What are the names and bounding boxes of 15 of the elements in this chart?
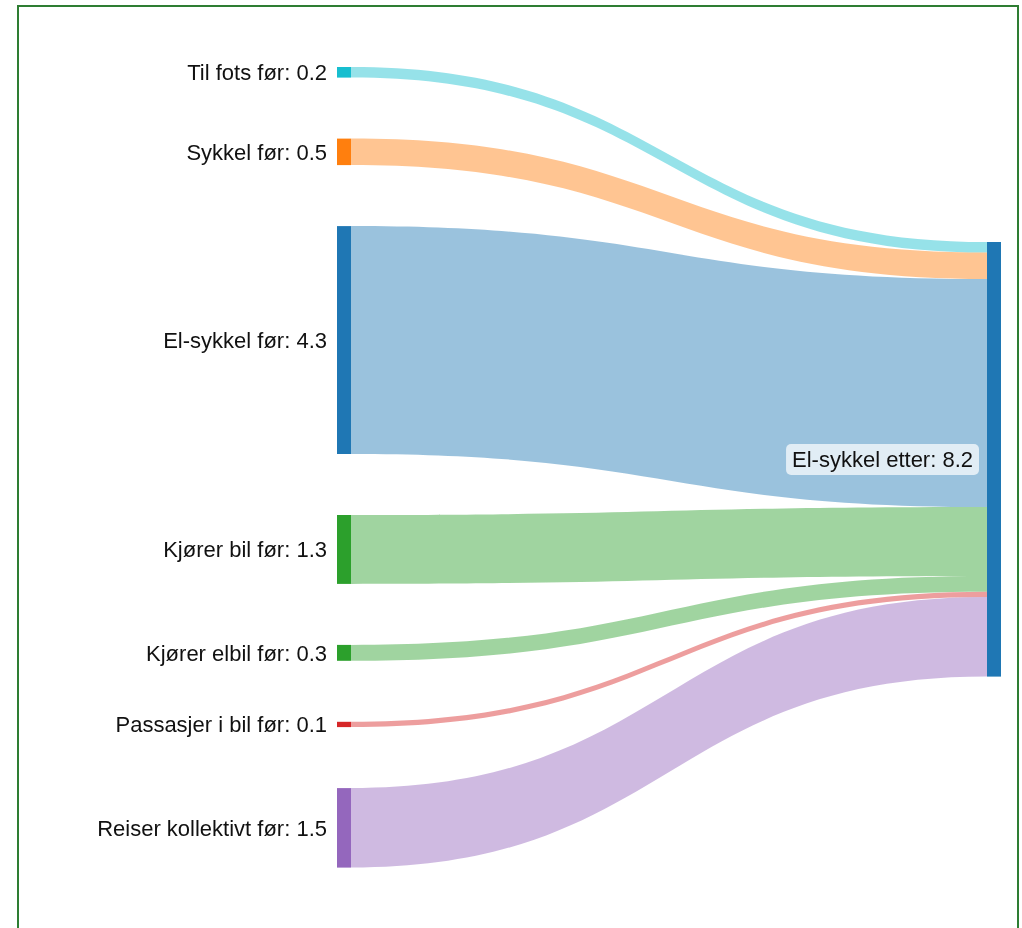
- category-label: Passasjer i bil før: [115, 712, 285, 738]
- category-label: Sykkel før: [186, 139, 285, 165]
- data-label: : 1.5: [284, 815, 327, 841]
- category-label: Til fots før: [187, 60, 285, 85]
- data-label: : 4.3: [284, 327, 327, 353]
- data-label: : 0.2: [284, 60, 327, 85]
- data-label: : 1.3: [284, 537, 327, 563]
- category-label: Kjører elbil før: [146, 640, 285, 666]
- data-label: : 0.3: [284, 640, 327, 666]
- category-label: Reiser kollektivt før: [97, 815, 285, 841]
- text: El-sykkel etter: 8.2: [792, 447, 973, 472]
- category-label: El-sykkel før: [163, 327, 285, 353]
- data-label: : 0.5: [284, 139, 327, 165]
- category-label: Kjører bil før: [163, 537, 285, 563]
- data-label: : 0.1: [284, 712, 327, 738]
